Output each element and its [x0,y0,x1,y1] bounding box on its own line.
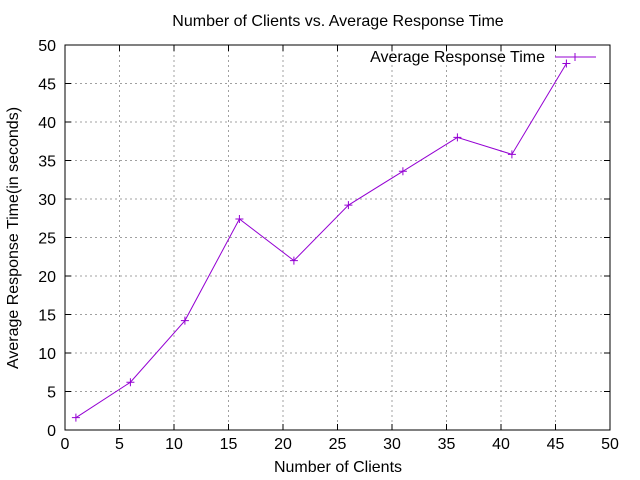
y-tick-label: 30 [38,192,56,209]
data-point [71,413,80,422]
x-axis-ticks: 0 5 10 15 20 25 30 35 40 45 50 [61,45,619,453]
x-tick-label: 20 [274,436,292,453]
y-axis-ticks: 0 5 10 15 20 25 30 35 40 45 50 [38,38,610,440]
y-tick-label: 35 [38,154,56,171]
data-point [398,167,407,176]
y-tick-label: 5 [47,385,56,402]
y-tick-label: 15 [38,308,56,325]
y-tick-label: 10 [38,346,56,363]
x-tick-label: 45 [547,436,565,453]
x-tick-label: 10 [165,436,183,453]
y-tick-label: 20 [38,269,56,286]
data-point [126,378,135,387]
series-line [75,63,567,419]
legend-marker [571,53,579,61]
plot-frame [64,44,611,431]
legend-label: Average Response Time [370,49,545,66]
x-tick-label: 30 [383,436,401,453]
data-point [453,133,462,142]
y-tick-label: 40 [38,115,56,132]
y-tick-label: 25 [38,231,56,248]
x-tick-label: 15 [220,436,238,453]
x-tick-label: 0 [61,436,70,453]
y-tick-label: 50 [38,38,56,55]
y-tick-label: 0 [47,423,56,440]
x-tick-label: 25 [329,436,347,453]
data-point [562,59,571,68]
x-axis-label: Number of Clients [274,459,402,476]
y-axis-label: Average Response Time(in seconds) [5,107,22,369]
data-point [344,201,353,210]
x-tick-label: 5 [115,436,124,453]
grid [65,45,610,430]
x-tick-label: 40 [492,436,510,453]
data-point [507,150,516,159]
data-point [235,215,244,224]
x-tick-label: 35 [438,436,456,453]
chart-title: Number of Clients vs. Average Response T… [172,13,504,30]
series-layer [71,59,571,422]
data-point [180,316,189,325]
y-tick-label: 45 [38,77,56,94]
data-point [289,256,298,265]
x-tick-label: 50 [601,436,619,453]
legend: Average Response Time [370,49,596,66]
